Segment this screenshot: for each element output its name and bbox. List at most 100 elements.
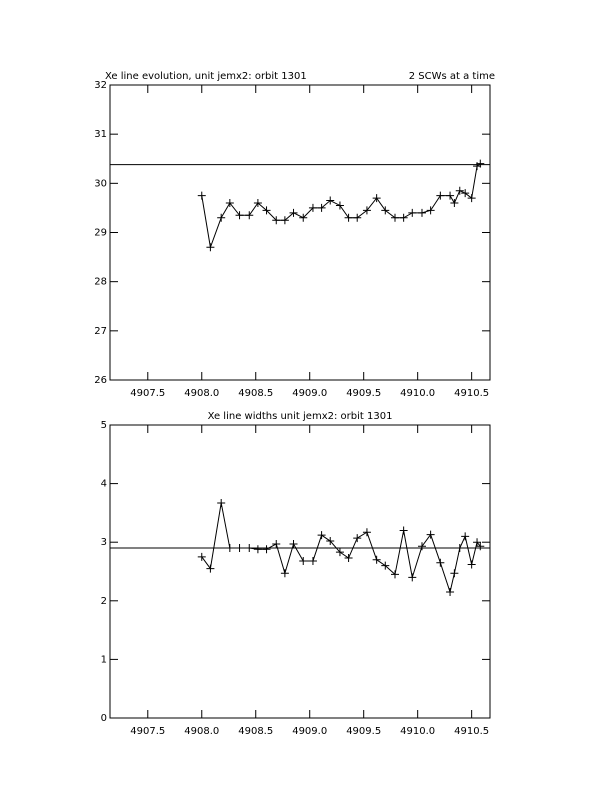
data-point [426,206,435,215]
data-point [476,159,485,168]
data-point [299,556,308,565]
data-point [235,211,244,220]
x-tick-label: 4910.5 [454,388,489,399]
plot-frame [109,84,491,381]
plot-frame [109,424,491,719]
y-tick-label: 5 [101,420,107,431]
data-point [299,213,308,222]
x-tick-label: 4910.5 [454,726,489,737]
data-point [436,191,445,200]
data-point [450,569,459,578]
data-point [344,213,353,222]
y-tick-label: 27 [94,326,107,337]
chart-title: Xe line widths unit jemx2: orbit 1301 [208,411,393,422]
data-point [436,558,445,567]
data-point [344,554,353,563]
data-point [326,537,335,546]
data-point [289,539,298,548]
y-tick-label: 26 [94,375,107,386]
data-point [391,570,399,579]
data-point [225,199,234,207]
y-tick-label: 32 [94,80,107,91]
x-tick-label: 4910.0 [400,388,435,399]
data-point [372,194,381,203]
x-tick-label: 4909.0 [292,726,327,737]
data-point [408,573,417,582]
data-point [399,526,408,535]
data-point [335,548,344,557]
data-point [455,544,464,553]
x-tick-label: 4908.5 [238,388,273,399]
data-point [308,203,317,212]
data-point [461,189,470,198]
y-tick-label: 1 [101,654,107,665]
x-tick-label: 4908.0 [184,388,219,399]
chart-title: Xe line evolution, unit jemx2: orbit 130… [105,71,307,82]
y-tick-label: 31 [94,129,107,140]
data-point [206,564,215,573]
data-point [217,213,226,222]
data-point [262,545,271,554]
data-point [399,213,408,222]
data-point [417,542,426,551]
data-point [280,216,289,225]
data-point [391,213,399,222]
data-point [245,544,254,553]
data-point [245,211,254,220]
data-point [362,206,371,215]
data-point [461,532,470,541]
data-point [197,552,206,561]
data-point [289,208,298,217]
data-point [335,201,344,210]
y-tick-label: 4 [101,479,107,490]
annotation: 2 SCWs at a time [409,71,495,82]
data-point [308,556,317,565]
data-point [446,588,455,597]
data-line [201,502,481,594]
data-point [262,206,271,215]
data-point [272,539,281,548]
data-point [473,538,482,547]
data-point [317,531,326,540]
x-tick-label: 4909.0 [292,388,327,399]
x-tick-label: 4910.0 [400,726,435,737]
data-point [206,243,215,252]
y-tick-label: 0 [101,713,107,724]
y-tick-label: 3 [101,537,107,548]
x-tick-label: 4907.5 [130,388,165,399]
data-point [450,199,459,207]
data-point [381,561,390,570]
x-tick-label: 4909.5 [346,388,381,399]
data-point [408,208,417,217]
data-point [417,208,426,217]
y-tick-label: 29 [94,228,107,239]
data-point [426,530,435,539]
data-point [317,203,326,212]
data-point [253,199,262,207]
data-point [455,186,464,195]
data-line [201,163,481,250]
data-point [372,555,381,564]
data-point [353,213,362,222]
data-point [217,498,226,507]
data-point [235,544,244,553]
data-point [381,206,390,215]
data-point [326,196,335,205]
y-tick-label: 30 [94,178,107,189]
y-tick-label: 28 [94,277,107,288]
data-point [272,216,281,225]
data-point [362,528,371,537]
x-tick-label: 4908.0 [184,726,219,737]
x-tick-label: 4909.5 [346,726,381,737]
y-tick-label: 2 [101,596,107,607]
x-tick-label: 4908.5 [238,726,273,737]
data-point [467,194,476,203]
data-point [353,534,362,543]
data-point [467,560,476,569]
x-tick-label: 4907.5 [130,726,165,737]
data-point [197,191,206,200]
data-point [225,544,234,553]
data-point [280,569,289,578]
